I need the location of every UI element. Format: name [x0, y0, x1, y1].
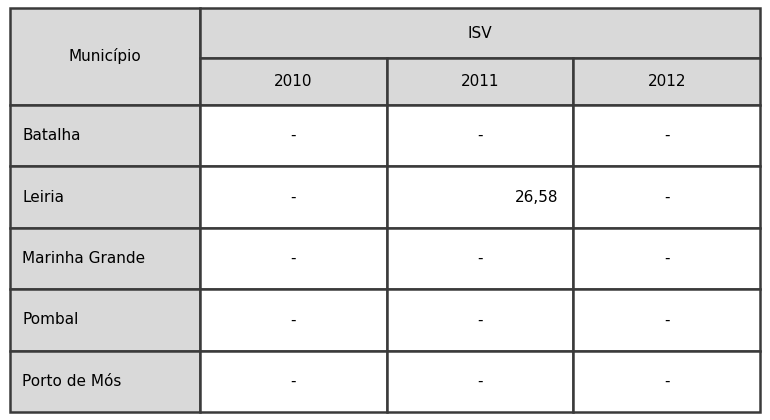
Bar [574, 166, 760, 228]
Text: Porto de Mós: Porto de Mós [22, 374, 122, 389]
Text: 2012: 2012 [648, 74, 686, 89]
Text: -: - [477, 251, 483, 266]
Text: Marinha Grande: Marinha Grande [22, 251, 145, 266]
Text: -: - [477, 128, 483, 143]
Bar [387, 351, 574, 412]
Bar [574, 228, 760, 289]
Bar [10, 351, 200, 412]
Bar [574, 289, 760, 351]
Text: -: - [664, 374, 669, 389]
Text: -: - [290, 312, 296, 328]
Bar [574, 351, 760, 412]
Bar [200, 289, 387, 351]
Text: -: - [290, 251, 296, 266]
Text: Leiria: Leiria [22, 189, 64, 205]
Text: -: - [664, 312, 669, 328]
Text: -: - [664, 128, 669, 143]
Bar [387, 166, 574, 228]
Text: -: - [290, 374, 296, 389]
Text: 2011: 2011 [460, 74, 499, 89]
Bar [200, 351, 387, 412]
Bar [387, 289, 574, 351]
Text: 2010: 2010 [274, 74, 313, 89]
Bar [387, 105, 574, 166]
Text: -: - [664, 251, 669, 266]
Bar [200, 228, 387, 289]
Bar [387, 58, 574, 105]
Bar [10, 289, 200, 351]
Bar [10, 8, 200, 105]
Text: -: - [477, 374, 483, 389]
Bar [574, 58, 760, 105]
Text: -: - [664, 189, 669, 205]
Bar [574, 105, 760, 166]
Text: -: - [477, 312, 483, 328]
Bar [200, 8, 760, 58]
Text: -: - [290, 189, 296, 205]
Text: 26,58: 26,58 [515, 189, 558, 205]
Text: -: - [290, 128, 296, 143]
Text: Pombal: Pombal [22, 312, 79, 328]
Bar [200, 166, 387, 228]
Bar [10, 166, 200, 228]
Bar [10, 105, 200, 166]
Bar [387, 228, 574, 289]
Text: Batalha: Batalha [22, 128, 81, 143]
Bar [10, 228, 200, 289]
Bar [200, 105, 387, 166]
Bar [200, 58, 387, 105]
Text: Município: Município [69, 48, 142, 65]
Text: ISV: ISV [467, 26, 492, 40]
